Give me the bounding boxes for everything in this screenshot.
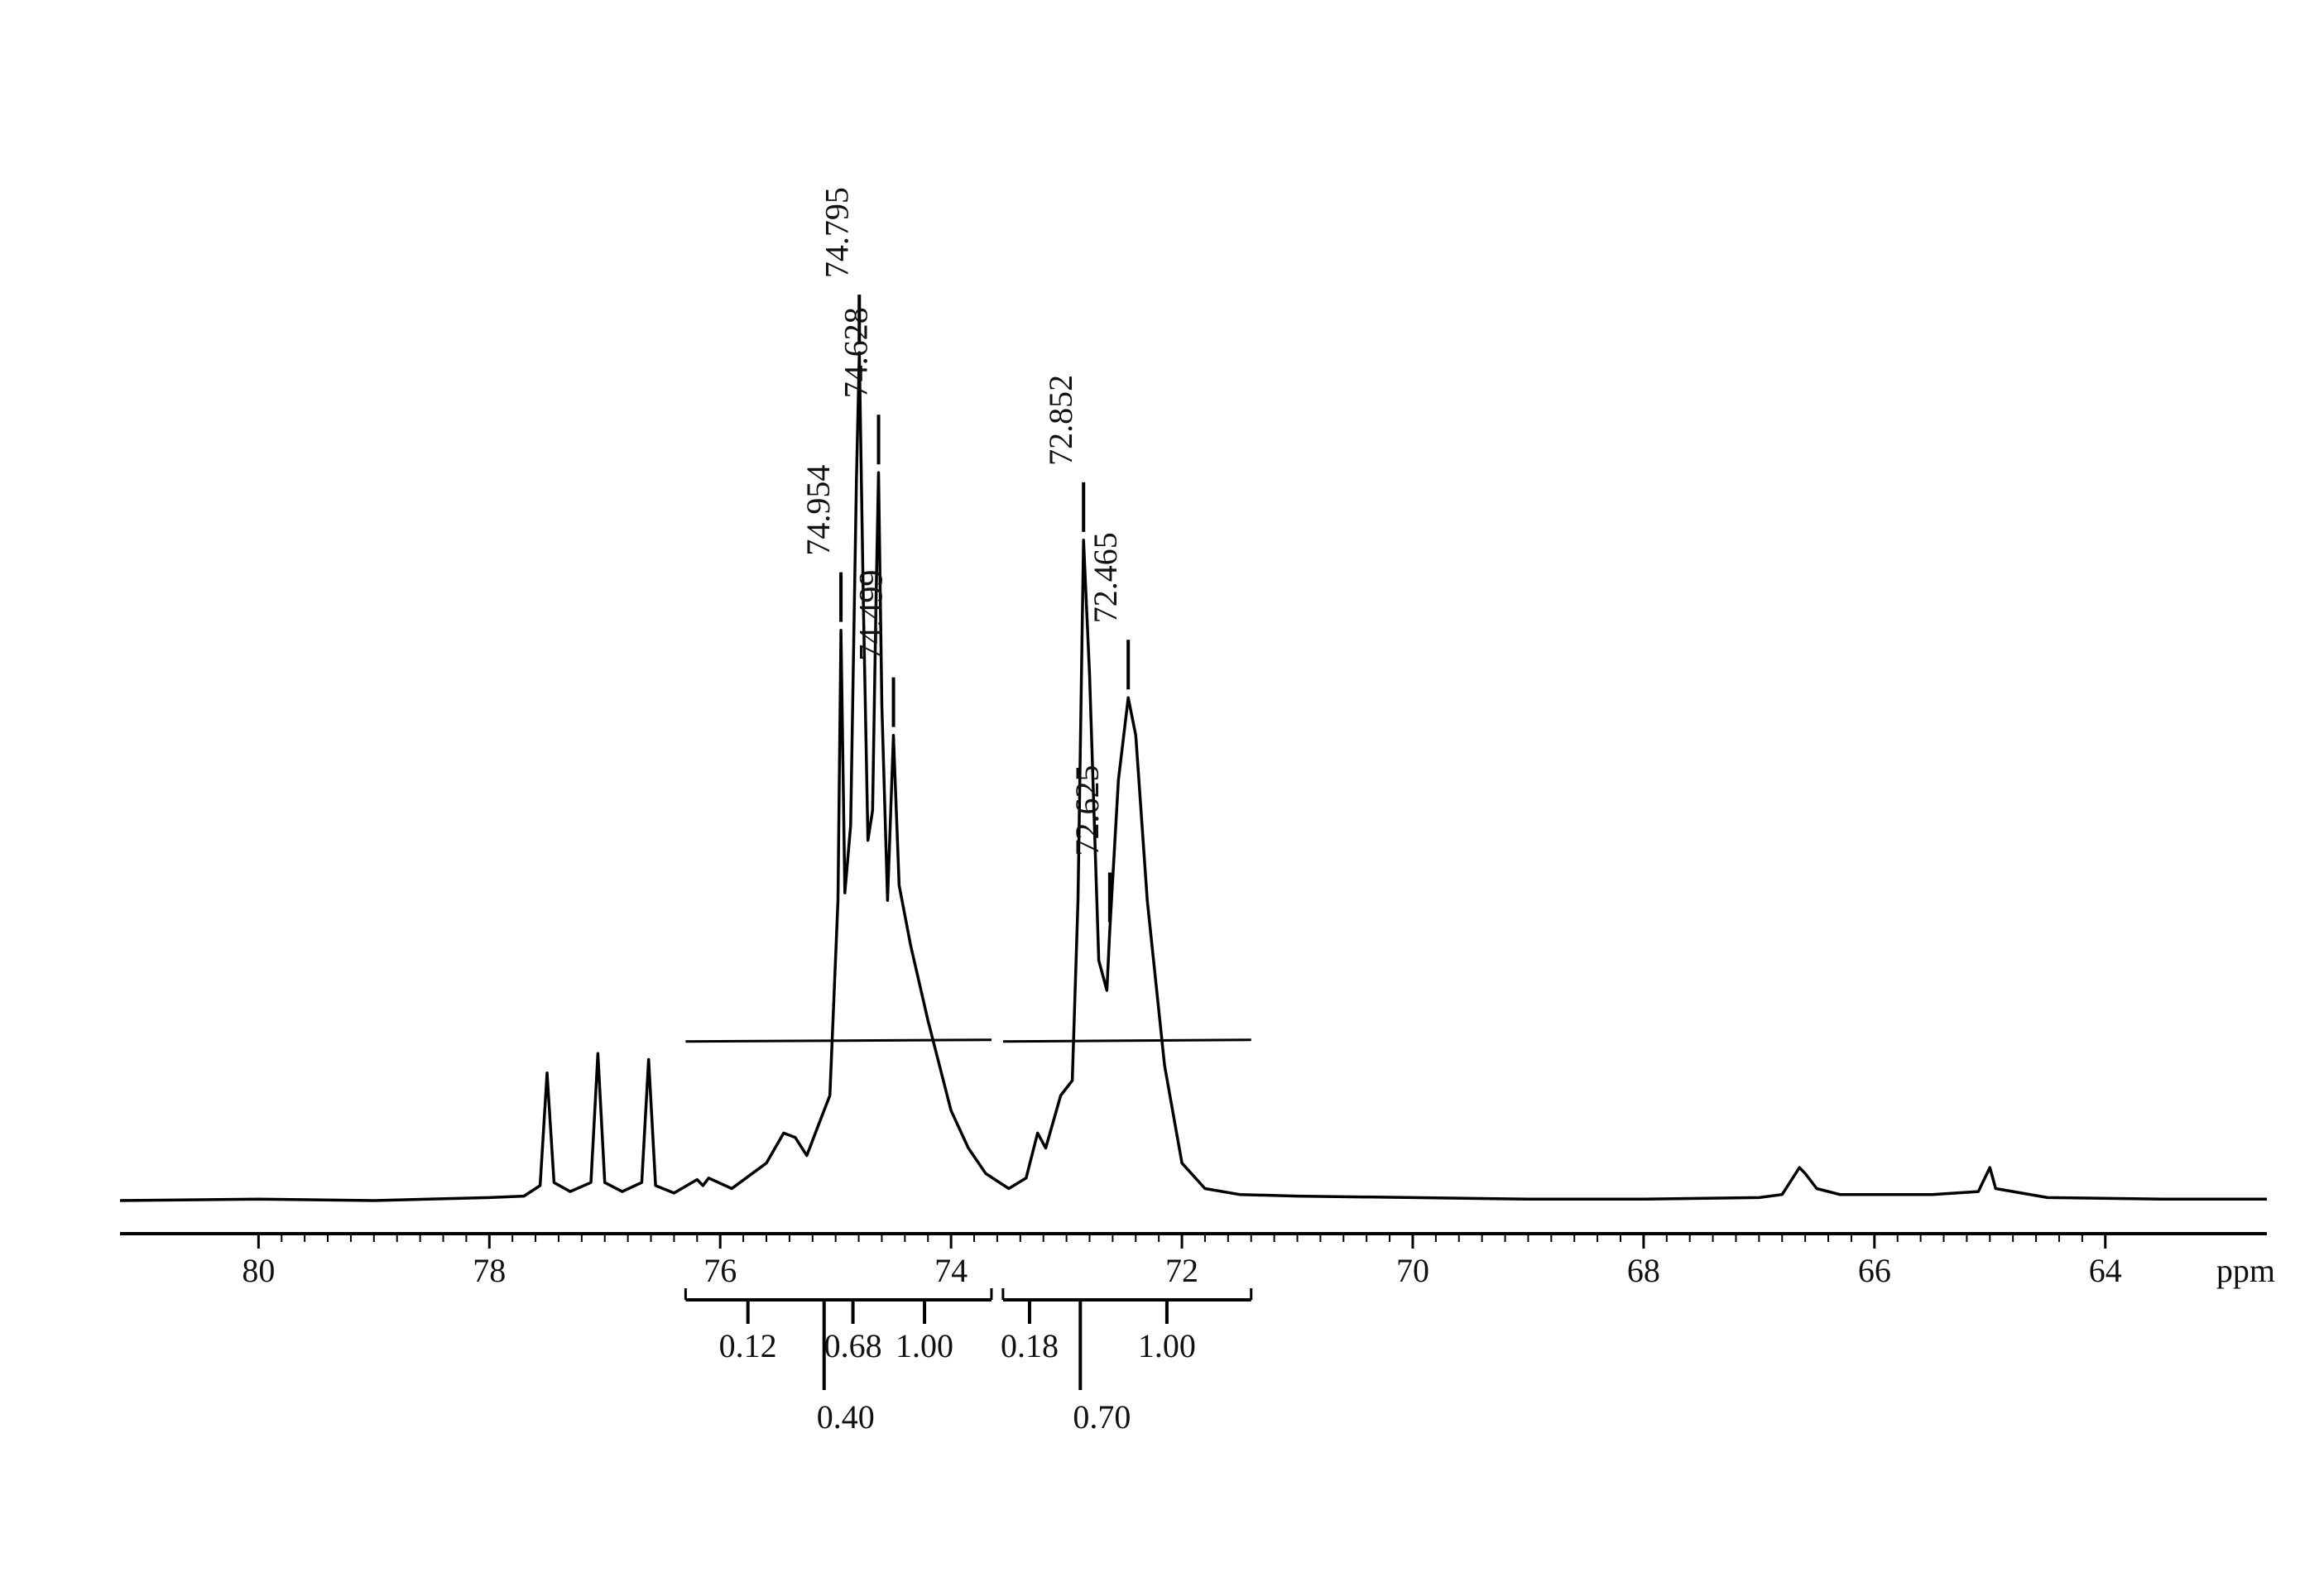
nmr-spectrum: 80 78 76 74 72 70 68 66 64 ppm 74.954 74.795 74.628 7… [0,0,2324,1582]
integral-baseline [685,1040,992,1042]
x-tick-label: 78 [473,1252,506,1289]
x-axis-label: ppm [2216,1252,2275,1289]
spectrum-line [120,352,2267,1201]
x-tick-label: 66 [1858,1252,1891,1289]
x-tick-label: 68 [1627,1252,1660,1289]
x-tick-label: 72 [1165,1252,1198,1289]
integral-label: 0.18 [1001,1327,1059,1364]
x-tick-label: 64 [2089,1252,2122,1289]
integral-label: 0.40 [817,1398,875,1436]
peak-label: 72.852 [1042,375,1079,466]
peak-label: 74.795 [818,187,855,278]
integral-label: 0.70 [1073,1398,1131,1436]
integral-label: 1.00 [896,1327,953,1364]
integral-label: 0.12 [719,1327,777,1364]
x-tick-label: 74 [934,1252,968,1289]
peak-label: 74.954 [799,465,837,556]
x-tick-label: 76 [703,1252,737,1289]
x-tick-label: 80 [242,1252,275,1289]
integral-label: 1.00 [1138,1327,1196,1364]
x-tick-label: 70 [1396,1252,1429,1289]
integral-baseline [1003,1040,1251,1042]
peak-label: 74.628 [838,307,875,398]
peak-label: 72.625 [1068,765,1106,856]
peak-label: 74.499 [852,570,890,661]
peak-label: 72.465 [1087,532,1124,623]
integral-label: 0.68 [824,1327,882,1364]
